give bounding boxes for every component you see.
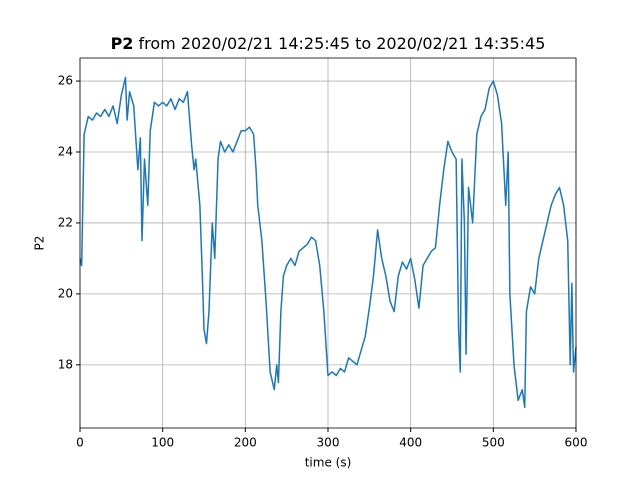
- title-text: from 2020/02/21 14:25:45 to 2020/02/21 1…: [139, 34, 546, 53]
- x-tick-label: 300: [317, 436, 340, 450]
- x-tick-label: 600: [565, 436, 588, 450]
- x-tick-label: 0: [76, 436, 84, 450]
- y-tick-label: 20: [58, 286, 73, 300]
- y-tick-label: 26: [58, 74, 73, 88]
- x-tick-label: 400: [399, 436, 422, 450]
- y-axis-label: P2: [33, 236, 47, 251]
- plot-frame: [79, 57, 577, 429]
- x-tick-label: 100: [151, 436, 174, 450]
- y-tick-label: 24: [58, 145, 73, 159]
- x-tick-label: 200: [234, 436, 257, 450]
- x-axis-label: time (s): [305, 456, 352, 470]
- x-tick-label: 500: [482, 436, 505, 450]
- chart-title: P2 from 2020/02/21 14:25:45 to 2020/02/2…: [111, 34, 546, 53]
- data-line: [79, 76, 577, 409]
- title-variable: P2: [111, 34, 134, 53]
- y-tick-label: 22: [58, 215, 73, 229]
- y-tick-label: 18: [58, 357, 73, 371]
